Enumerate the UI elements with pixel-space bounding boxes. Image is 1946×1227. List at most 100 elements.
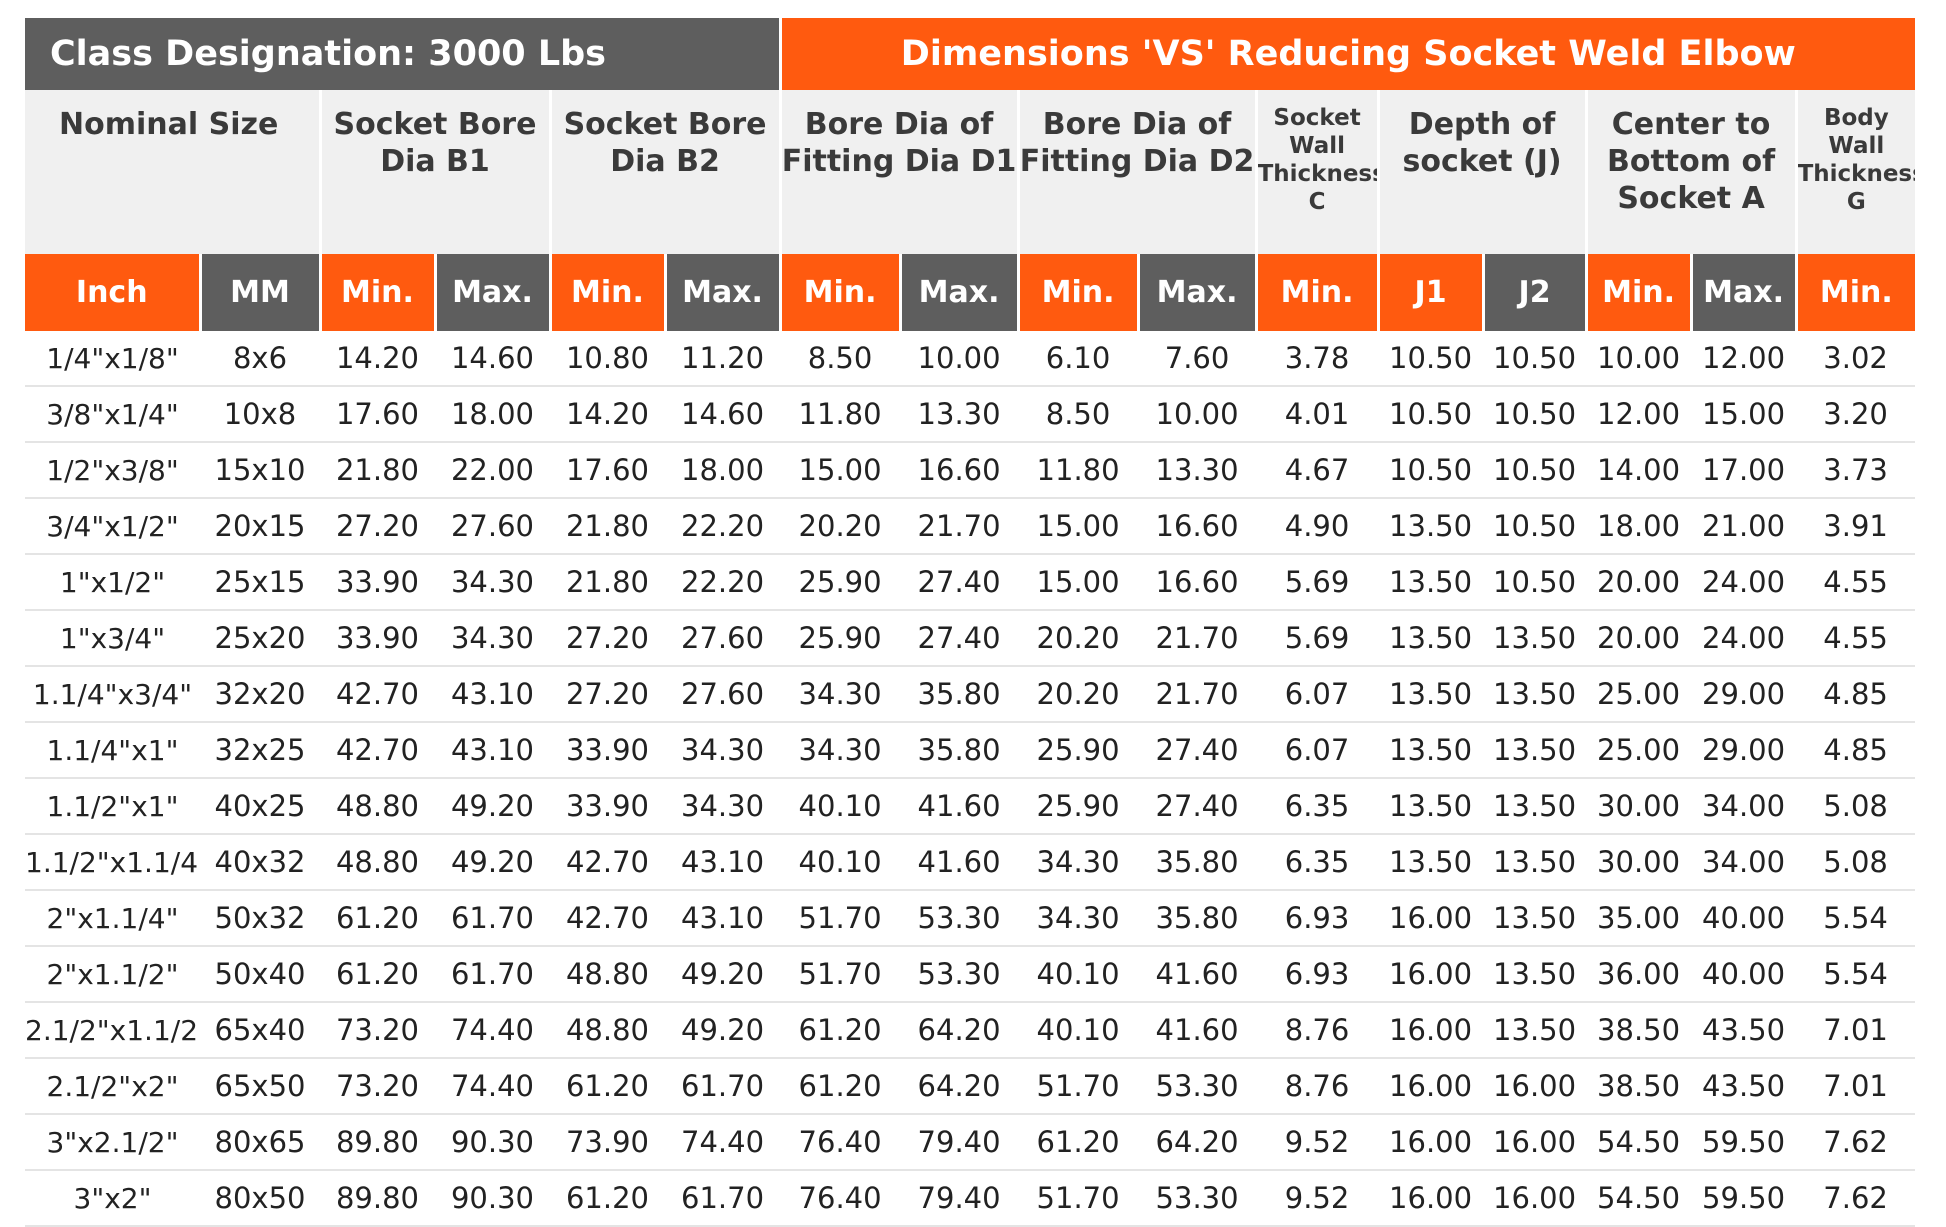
table-cell: 48.80 [550, 946, 665, 1003]
table-cell: 27.60 [665, 610, 781, 667]
group-header: Socket Wall Thickness C [1254, 90, 1379, 254]
table-cell: 51.70 [780, 890, 901, 947]
table-cell: 65x50 [200, 1058, 320, 1115]
table-cell: 22.00 [435, 442, 550, 499]
sub-header: Min. [1254, 254, 1379, 331]
table-cell: 79.40 [900, 1114, 1019, 1171]
table-cell: 51.70 [1018, 1058, 1139, 1115]
table-cell: 14.00 [1586, 442, 1692, 499]
table-cell: 16.60 [900, 442, 1019, 499]
table-cell: 32x25 [200, 722, 320, 779]
table-cell: 25.00 [1586, 722, 1692, 779]
table-cell: 3/4"x1/2" [25, 498, 200, 555]
table-cell: 5.54 [1796, 890, 1916, 947]
table-cell: 48.80 [550, 1002, 665, 1059]
table-cell: 3/8"x1/4" [25, 386, 200, 443]
table-cell: 38.50 [1586, 1002, 1692, 1059]
table-cell: 30.00 [1586, 778, 1692, 835]
table-cell: 74.40 [435, 1058, 550, 1115]
table-cell: 21.70 [1138, 666, 1257, 723]
table-row: 2"x1.1/4" 50x32 61.20 61.70 42.70 43.10 51.70 5… [25, 890, 1916, 947]
table-cell: 8.50 [1018, 386, 1139, 443]
table-cell: 13.30 [900, 386, 1019, 443]
table-cell: 14.20 [320, 331, 435, 387]
table-cell: 43.10 [435, 722, 550, 779]
table-cell: 15.00 [1018, 554, 1139, 611]
table-cell: 17.00 [1691, 442, 1797, 499]
table-cell: 16.60 [1138, 554, 1257, 611]
table-cell: 61.20 [320, 890, 435, 947]
table-cell: 61.20 [550, 1058, 665, 1115]
table-cell: 34.30 [435, 610, 550, 667]
sub-header: Inch [25, 254, 200, 331]
table-cell: 18.00 [665, 442, 781, 499]
table-cell: 41.60 [1138, 1002, 1257, 1059]
table-cell: 20.00 [1586, 610, 1692, 667]
table-cell: 2.1/2"x2" [25, 1058, 200, 1115]
table-cell: 13.50 [1378, 722, 1484, 779]
table-cell: 34.30 [665, 722, 781, 779]
table-cell: 33.90 [320, 610, 435, 667]
table-cell: 36.00 [1586, 946, 1692, 1003]
table-cell: 10.50 [1483, 386, 1587, 443]
sub-header: Min. [318, 254, 435, 331]
sub-header: Max. [1689, 254, 1797, 331]
table-cell: 13.50 [1483, 778, 1587, 835]
table-cell: 25.90 [780, 610, 901, 667]
table-row: 2.1/2"x2" 65x50 73.20 74.40 61.20 61.70 61.20 6… [25, 1058, 1916, 1115]
table-cell: 40.10 [1018, 1002, 1139, 1059]
table-cell: 35.00 [1586, 890, 1692, 947]
table-cell: 21.70 [1138, 610, 1257, 667]
table-cell: 4.85 [1796, 722, 1916, 779]
table-cell: 25.90 [1018, 722, 1139, 779]
table-cell: 90.30 [435, 1114, 550, 1171]
table-cell: 4.90 [1256, 498, 1379, 555]
table-cell: 21.80 [550, 498, 665, 555]
table-cell: 7.60 [1138, 331, 1257, 387]
table-cell: 10.50 [1378, 331, 1484, 387]
table-cell: 3.91 [1796, 498, 1916, 555]
table-cell: 49.20 [665, 1002, 781, 1059]
table-cell: 22.20 [665, 554, 781, 611]
table-cell: 34.30 [1018, 890, 1139, 947]
table-cell: 35.80 [1138, 890, 1257, 947]
title-row: Class Designation: 3000 Lbs Dimensions '… [25, 18, 1916, 90]
table-cell: 18.00 [435, 386, 550, 443]
table-cell: 30.00 [1586, 834, 1692, 891]
dimensions-title: Dimensions 'VS' Reducing Socket Weld Elb… [778, 18, 1916, 90]
table-cell: 8x6 [200, 331, 320, 387]
sub-header-row: Inch MM Min. Max. Min. Max. Min. Max. Min. Max. Mi… [25, 254, 1916, 331]
table-cell: 2"x1.1/4" [25, 890, 200, 947]
table-cell: 21.80 [550, 554, 665, 611]
table-cell: 4.55 [1796, 610, 1916, 667]
table-cell: 61.70 [435, 890, 550, 947]
table-cell: 38.50 [1586, 1058, 1692, 1115]
table-cell: 73.90 [550, 1114, 665, 1171]
sub-header: MM [198, 254, 320, 331]
table-cell: 42.70 [320, 722, 435, 779]
sub-header: Min. [1016, 254, 1139, 331]
table-cell: 27.60 [435, 498, 550, 555]
table-cell: 34.00 [1691, 778, 1797, 835]
sub-header: J2 [1481, 254, 1587, 331]
table-cell: 1.1/2"x1" [25, 778, 200, 835]
table-cell: 27.40 [900, 610, 1019, 667]
table-cell: 89.80 [320, 1114, 435, 1171]
table-cell: 14.20 [550, 386, 665, 443]
table-cell: 43.50 [1691, 1058, 1797, 1115]
table-cell: 1/2"x3/8" [25, 442, 200, 499]
table-cell: 42.70 [550, 890, 665, 947]
table-cell: 29.00 [1691, 722, 1797, 779]
table-cell: 50x32 [200, 890, 320, 947]
table-cell: 21.00 [1691, 498, 1797, 555]
table-cell: 6.93 [1256, 890, 1379, 947]
table-cell: 16.00 [1378, 890, 1484, 947]
table-row: 1"x1/2" 25x15 33.90 34.30 21.80 22.20 25.90 27.… [25, 554, 1916, 611]
table-cell: 5.08 [1796, 778, 1916, 835]
table-cell: 64.20 [1138, 1114, 1257, 1171]
table-cell: 24.00 [1691, 554, 1797, 611]
table-cell: 16.00 [1378, 1114, 1484, 1171]
table-cell: 5.69 [1256, 554, 1379, 611]
table-cell: 3"x2.1/2" [25, 1114, 200, 1171]
table-cell: 10.00 [1138, 386, 1257, 443]
